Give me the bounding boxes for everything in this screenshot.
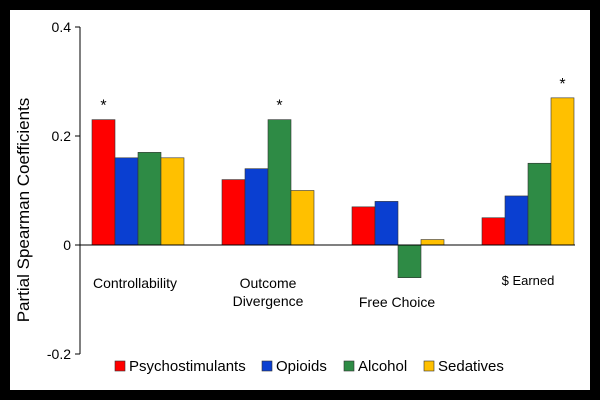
bar — [504, 195, 529, 246]
bar — [244, 168, 269, 246]
y-tick-label: 0.2 — [52, 128, 72, 144]
category-label: Outcome — [240, 275, 297, 291]
bar — [137, 152, 162, 246]
legend-label: Sedatives — [438, 358, 504, 375]
category-label: Controllability — [93, 275, 177, 291]
bar — [351, 206, 376, 246]
bar — [550, 97, 575, 246]
bar — [290, 190, 315, 246]
chart-frame: 0.4 0.2 0 -0.2 * * * Controllability Outcome Dive… — [10, 10, 590, 390]
bar — [221, 179, 246, 246]
legend-swatch — [261, 360, 273, 372]
legend-label: Opioids — [276, 358, 327, 375]
category-label: Divergence — [233, 293, 304, 309]
significance-marker: * — [276, 98, 282, 115]
bar — [397, 244, 422, 279]
category-label: $ Earned — [502, 273, 555, 288]
legend-swatch — [423, 360, 435, 372]
bar — [91, 119, 116, 246]
legend-label: Alcohol — [358, 358, 407, 375]
bar — [420, 239, 445, 246]
bar — [527, 162, 552, 246]
y-tick-label: -0.2 — [47, 346, 71, 362]
bar — [160, 157, 185, 246]
bar — [374, 201, 399, 246]
legend-swatch — [343, 360, 355, 372]
legend-label: Psychostimulants — [129, 358, 246, 375]
bar-chart: 0.4 0.2 0 -0.2 * * * Controllability Outcome Dive… — [47, 19, 575, 375]
y-axis-label: Partial Spearman Coefficients — [14, 97, 33, 323]
bar — [267, 119, 292, 246]
legend-swatch — [114, 360, 126, 372]
y-tick-label: 0 — [63, 237, 71, 253]
significance-marker: * — [559, 76, 565, 93]
significance-marker: * — [100, 98, 106, 115]
y-tick-label: 0.4 — [52, 19, 72, 35]
category-label: Free Choice — [359, 294, 435, 310]
bar — [481, 217, 506, 246]
bar — [114, 157, 139, 246]
